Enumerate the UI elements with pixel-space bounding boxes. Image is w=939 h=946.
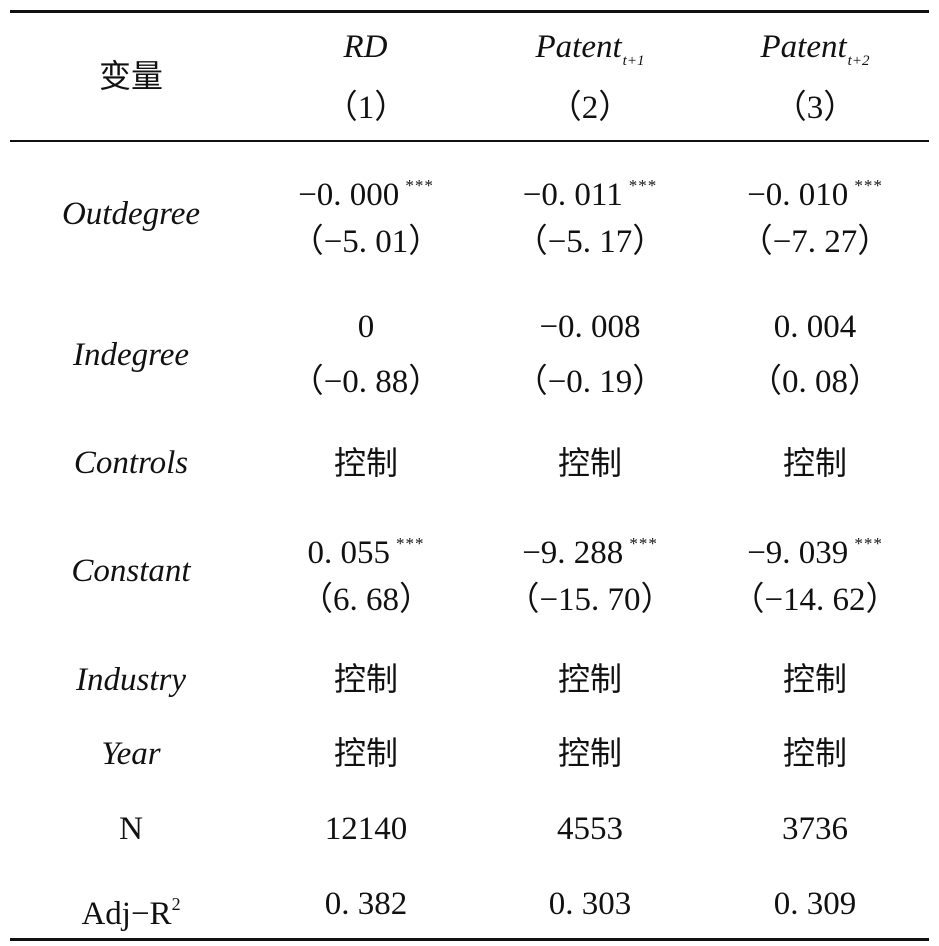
row-label-year: Year bbox=[101, 736, 161, 772]
year-col3: 控制 bbox=[782, 734, 848, 772]
coef-constant-col3: −9. 039 *** bbox=[747, 534, 883, 571]
row-label-outdegree: Outdegree bbox=[61, 196, 201, 232]
header-col2-number: （2） bbox=[548, 90, 632, 126]
header-variable-label: 变量 bbox=[98, 57, 164, 95]
coef-indegree-col2: −0. 008 bbox=[539, 309, 641, 345]
coef-outdegree-col3: −0. 010 *** bbox=[747, 176, 883, 213]
table-top-rule bbox=[10, 10, 929, 13]
row-label-constant: Constant bbox=[71, 553, 191, 589]
coef-indegree-col1: 0 bbox=[357, 309, 375, 345]
n-col2: 4553 bbox=[557, 811, 623, 847]
header-col3-number: （3） bbox=[773, 90, 857, 126]
header-col3-name: Patentt+2 bbox=[760, 29, 870, 69]
table-bottom-rule bbox=[10, 938, 929, 941]
header-col1-number: （1） bbox=[324, 90, 408, 126]
year-col2: 控制 bbox=[557, 734, 623, 772]
row-label-controls: Controls bbox=[73, 445, 189, 481]
n-col1: 12140 bbox=[324, 811, 408, 847]
header-col1-name: RD bbox=[343, 29, 388, 65]
tstat-outdegree-col2: （−5. 17） bbox=[514, 224, 666, 260]
tstat-indegree-col3: （0. 08） bbox=[749, 364, 881, 400]
tstat-constant-col1: （6. 68） bbox=[300, 582, 432, 618]
coef-outdegree-col2: −0. 011 *** bbox=[522, 176, 658, 213]
n-col3: 3736 bbox=[782, 811, 848, 847]
coef-constant-col2: −9. 288 *** bbox=[522, 534, 658, 571]
adj-r2-col3: 0. 309 bbox=[773, 886, 857, 922]
coef-outdegree-col1: −0. 000 *** bbox=[298, 176, 434, 213]
row-label-n: N bbox=[119, 811, 143, 847]
table-header-rule bbox=[10, 140, 929, 142]
industry-col1: 控制 bbox=[333, 660, 399, 698]
adj-r2-col1: 0. 382 bbox=[324, 886, 408, 922]
header-col2-name: Patentt+1 bbox=[535, 29, 645, 69]
row-label-adj-r2: Adj−R2 bbox=[81, 894, 181, 932]
tstat-indegree-col2: （−0. 19） bbox=[514, 364, 666, 400]
tstat-indegree-col1: （−0. 88） bbox=[290, 364, 442, 400]
controls-col3: 控制 bbox=[782, 444, 848, 482]
adj-r2-col2: 0. 303 bbox=[548, 886, 632, 922]
coef-indegree-col3: 0. 004 bbox=[773, 309, 857, 345]
coef-constant-col1: 0. 055 *** bbox=[307, 534, 425, 571]
tstat-outdegree-col3: （−7. 27） bbox=[739, 224, 891, 260]
industry-col3: 控制 bbox=[782, 660, 848, 698]
controls-col2: 控制 bbox=[557, 444, 623, 482]
industry-col2: 控制 bbox=[557, 660, 623, 698]
row-label-industry: Industry bbox=[76, 662, 186, 698]
tstat-constant-col3: （−14. 62） bbox=[731, 582, 899, 618]
tstat-constant-col2: （−15. 70） bbox=[506, 582, 674, 618]
tstat-outdegree-col1: （−5. 01） bbox=[290, 224, 442, 260]
row-label-indegree: Indegree bbox=[72, 337, 190, 373]
controls-col1: 控制 bbox=[333, 444, 399, 482]
year-col1: 控制 bbox=[333, 734, 399, 772]
